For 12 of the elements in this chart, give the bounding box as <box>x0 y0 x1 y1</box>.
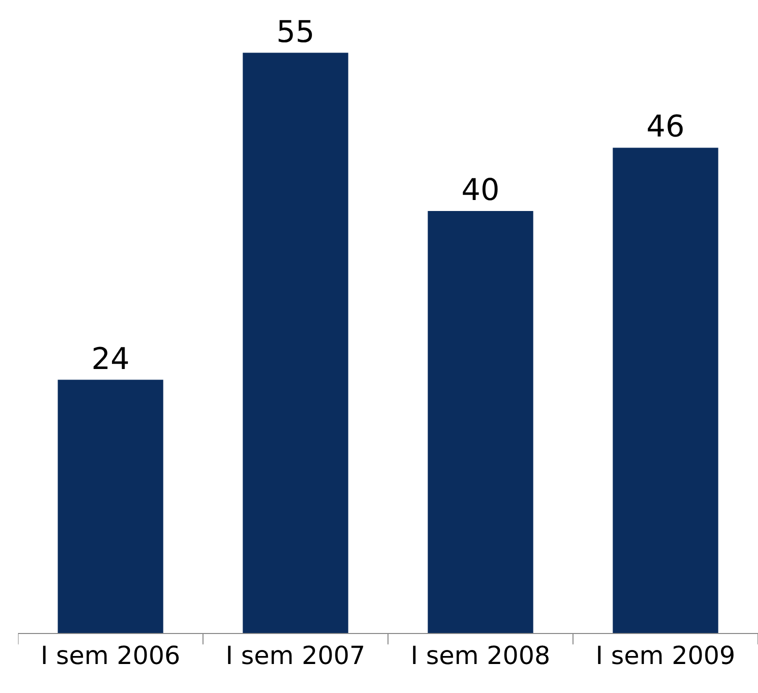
data-label: 55 <box>276 14 315 50</box>
x-tick-label: I sem 2006 <box>40 641 180 670</box>
bar <box>428 211 534 633</box>
bar <box>242 52 348 633</box>
data-label: 40 <box>461 173 500 208</box>
data-label: 46 <box>646 110 685 145</box>
bar <box>612 148 718 633</box>
x-tick-label: I sem 2008 <box>410 641 550 670</box>
x-tick-label: I sem 2009 <box>596 641 736 670</box>
x-tick-label: I sem 2007 <box>226 641 366 670</box>
bar <box>58 380 164 633</box>
data-label: 24 <box>91 342 130 377</box>
